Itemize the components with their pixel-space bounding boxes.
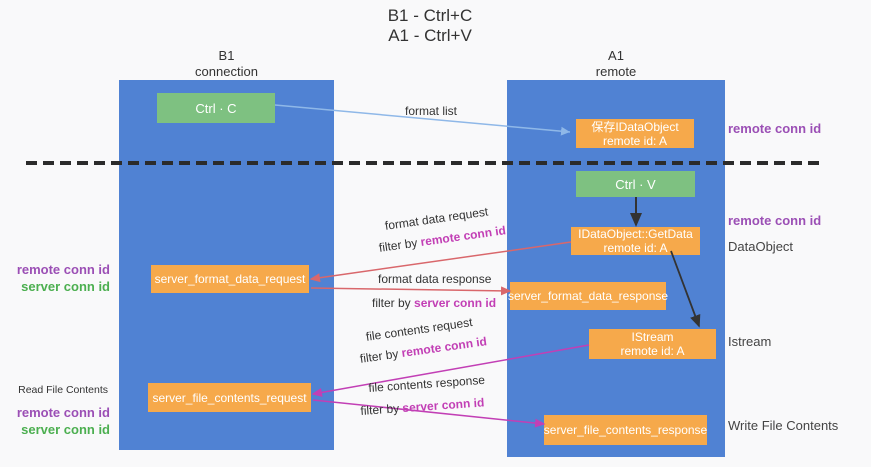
svg-text:format list: format list [405,104,458,118]
